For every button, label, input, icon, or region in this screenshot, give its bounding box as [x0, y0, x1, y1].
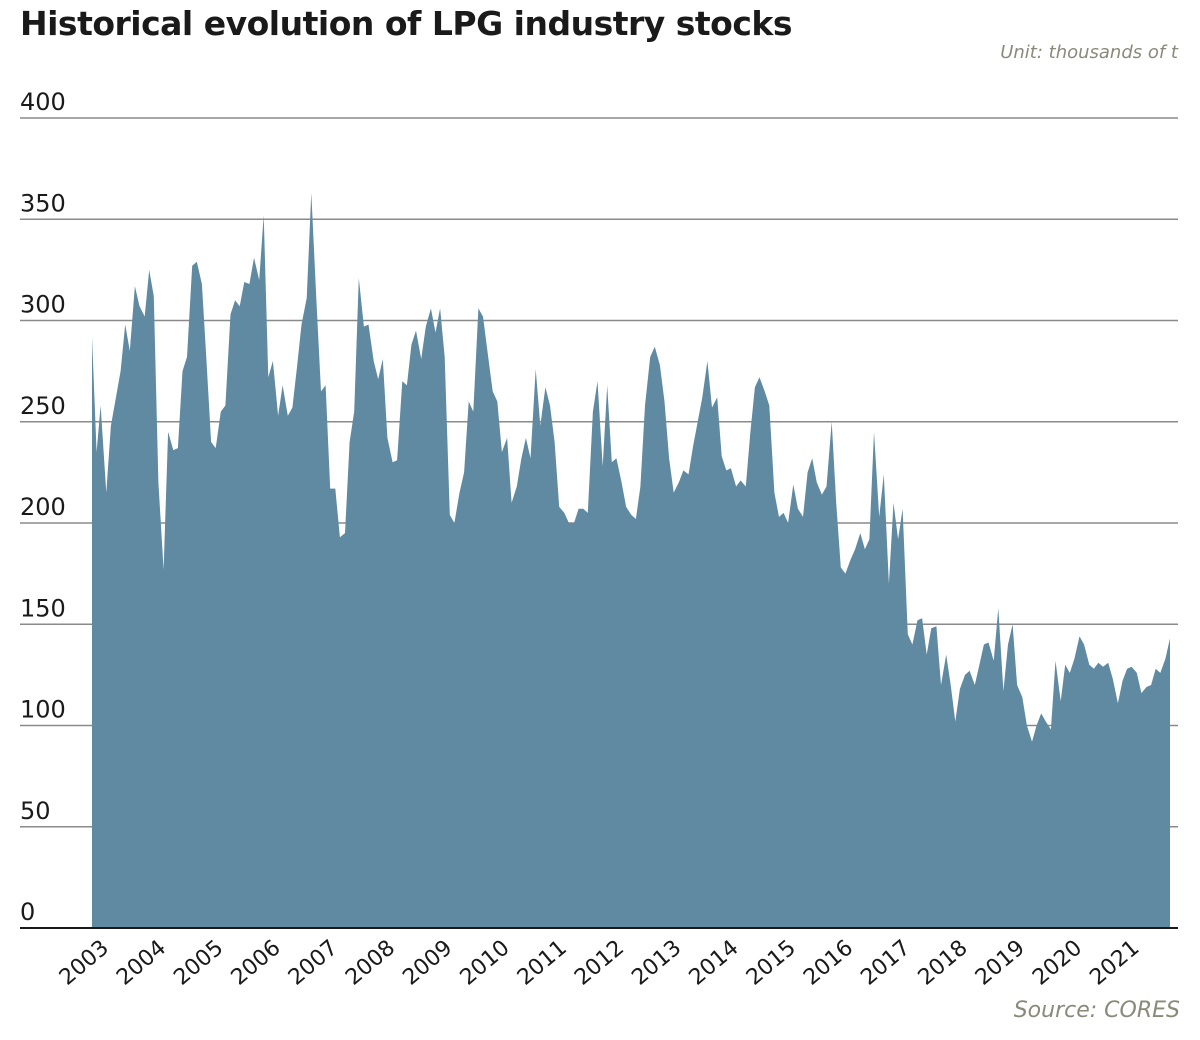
- x-axis-ticks: 2003200420052006200720082009201020112012…: [55, 935, 1144, 990]
- y-tick-label: 350: [20, 189, 66, 217]
- y-tick-label: 250: [20, 392, 66, 420]
- series-area-lpg-stocks: [92, 192, 1170, 928]
- x-tick-label: 2007: [284, 935, 343, 990]
- unit-label: Unit: thousands of t: [1000, 42, 1178, 63]
- x-tick-label: 2018: [914, 935, 973, 990]
- x-tick-label: 2020: [1028, 935, 1087, 990]
- x-tick-label: 2009: [398, 935, 457, 990]
- x-tick-label: 2017: [856, 935, 915, 990]
- x-tick-label: 2008: [341, 935, 400, 990]
- x-tick-label: 2016: [799, 935, 858, 990]
- x-tick-label: 2013: [627, 935, 686, 990]
- y-tick-label: 50: [20, 797, 51, 825]
- area-series: [92, 192, 1170, 928]
- x-tick-label: 2011: [513, 935, 572, 990]
- y-tick-label: 100: [20, 696, 66, 724]
- chart-title: Historical evolution of LPG industry sto…: [20, 4, 793, 43]
- source-label: Source: CORES: [1013, 998, 1180, 1023]
- y-tick-label: 200: [20, 493, 66, 521]
- x-tick-label: 2010: [456, 935, 515, 990]
- x-tick-label: 2015: [742, 935, 801, 990]
- x-tick-label: 2005: [169, 935, 228, 990]
- x-tick-label: 2006: [227, 935, 286, 990]
- y-tick-label: 0: [20, 898, 35, 926]
- x-tick-label: 2019: [971, 935, 1030, 990]
- x-tick-label: 2003: [55, 935, 114, 990]
- x-tick-label: 2021: [1085, 935, 1144, 990]
- y-tick-label: 150: [20, 594, 66, 622]
- x-tick-label: 2012: [570, 935, 629, 990]
- y-axis-ticks: 0 50 100 150 200 250 300 350 400: [20, 88, 66, 926]
- y-tick-label: 400: [20, 88, 66, 116]
- y-tick-label: 300: [20, 291, 66, 319]
- x-tick-label: 2004: [112, 935, 171, 990]
- x-tick-label: 2014: [685, 935, 744, 990]
